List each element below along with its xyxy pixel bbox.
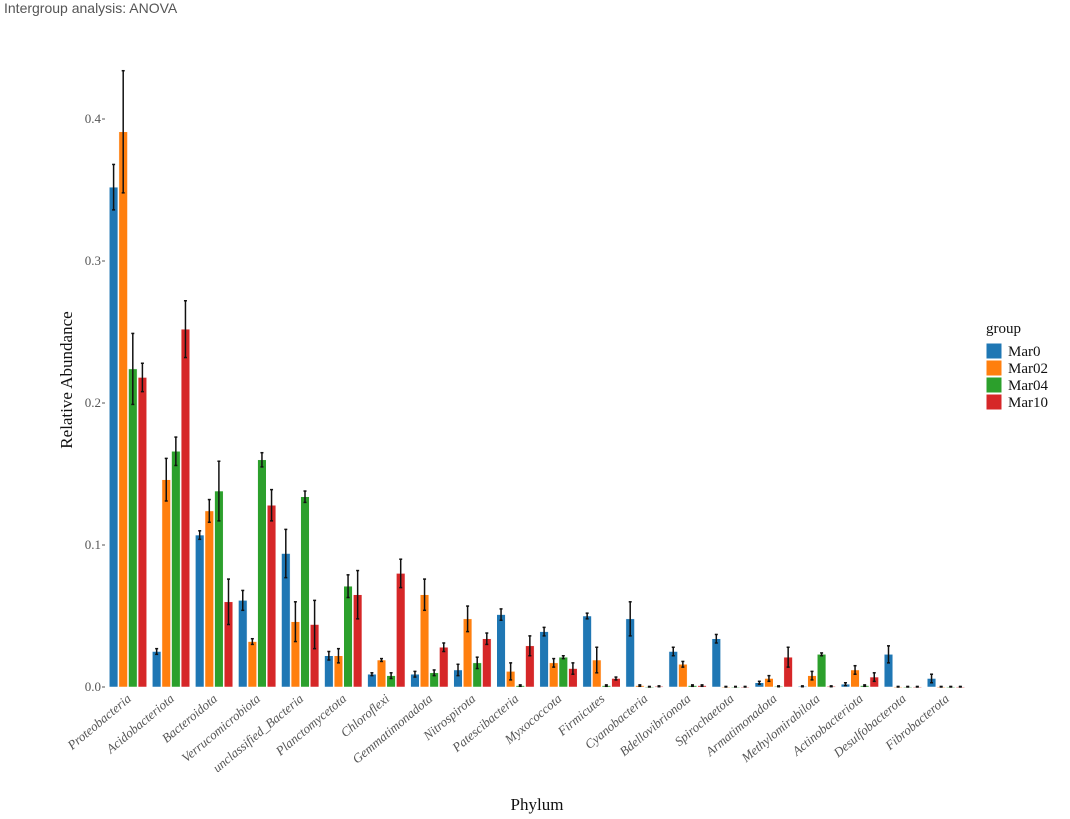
- legend-swatch-Mar10: [985, 393, 1003, 411]
- bar-Mar04: [300, 496, 310, 688]
- bar-Mar10: [396, 573, 406, 688]
- bar-Mar02: [118, 131, 128, 688]
- bar-Mar04: [558, 656, 568, 688]
- x-tick-label: Desulfobacterota: [830, 690, 910, 760]
- y-tick-label: 0.1: [85, 537, 101, 552]
- bar-Mar0: [238, 600, 248, 688]
- legend-swatch-Mar0: [985, 342, 1003, 360]
- y-axis-title: Relative Abundance: [57, 311, 76, 448]
- bar-Mar0: [152, 651, 162, 688]
- bar-Mar10: [267, 504, 277, 688]
- bar-Mar02: [204, 510, 214, 688]
- bar-Mar10: [439, 646, 449, 688]
- bar-Mar0: [496, 614, 506, 688]
- bar-Mar02: [161, 479, 171, 688]
- legend-label: Mar02: [1008, 361, 1048, 377]
- legend-title: group: [986, 321, 1021, 337]
- legend-label: Mar10: [1008, 395, 1048, 411]
- bar-Mar0: [109, 186, 119, 688]
- bar-Mar0: [711, 638, 721, 688]
- y-tick-label: 0.4: [85, 111, 102, 126]
- bar-Mar0: [668, 651, 678, 688]
- bar-Mar0: [539, 631, 549, 688]
- bar-Mar04: [128, 368, 138, 688]
- y-tick-label: 0.3: [85, 253, 101, 268]
- bar-Mar0: [582, 615, 592, 688]
- legend-swatch-Mar02: [985, 359, 1003, 377]
- y-tick-label: 0.2: [85, 395, 101, 410]
- legend-label: Mar04: [1008, 378, 1048, 394]
- bar-Mar04: [171, 451, 181, 688]
- bar-Mar02: [376, 659, 387, 688]
- bar-Mar10: [482, 638, 492, 688]
- legend-swatch-Mar04: [985, 376, 1003, 394]
- bar-Mar04: [257, 459, 267, 688]
- page-title: Intergroup analysis: ANOVA: [4, 0, 178, 16]
- legend-label: Mar0: [1008, 344, 1041, 360]
- bar-Mar04: [343, 585, 353, 688]
- bar-Mar10: [180, 328, 190, 688]
- bar-Mar0: [195, 534, 205, 688]
- y-tick-label: 0.0: [85, 679, 101, 694]
- bar-Mar02: [247, 641, 257, 688]
- bar-Mar10: [137, 377, 147, 688]
- x-axis-title: Phylum: [511, 795, 564, 814]
- bar-Mar04: [817, 654, 827, 688]
